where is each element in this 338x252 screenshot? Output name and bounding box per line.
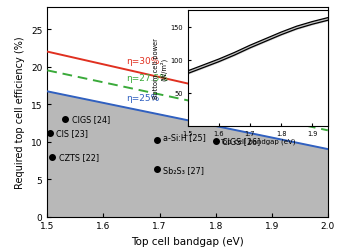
Text: η=27.5%: η=27.5%	[126, 74, 168, 83]
Text: Sb₂S₃ [27]: Sb₂S₃ [27]	[164, 165, 204, 174]
Y-axis label: Bottom cell power
(W/m²): Bottom cell power (W/m²)	[153, 38, 167, 99]
Y-axis label: Required top cell efficiency (%): Required top cell efficiency (%)	[16, 36, 25, 188]
Text: η=25%: η=25%	[126, 93, 159, 102]
Text: CIGS [26]: CIGS [26]	[222, 137, 261, 146]
Text: CIS [23]: CIS [23]	[56, 129, 88, 138]
Text: a-Si:H [25]: a-Si:H [25]	[164, 133, 206, 142]
Text: η=30%: η=30%	[126, 57, 159, 66]
X-axis label: Top cell bandgap (eV): Top cell bandgap (eV)	[131, 236, 244, 246]
Text: CZTS [22]: CZTS [22]	[58, 152, 99, 162]
Text: CIGS [24]: CIGS [24]	[72, 115, 110, 124]
X-axis label: Top cell bandgap (eV): Top cell bandgap (eV)	[220, 138, 295, 145]
